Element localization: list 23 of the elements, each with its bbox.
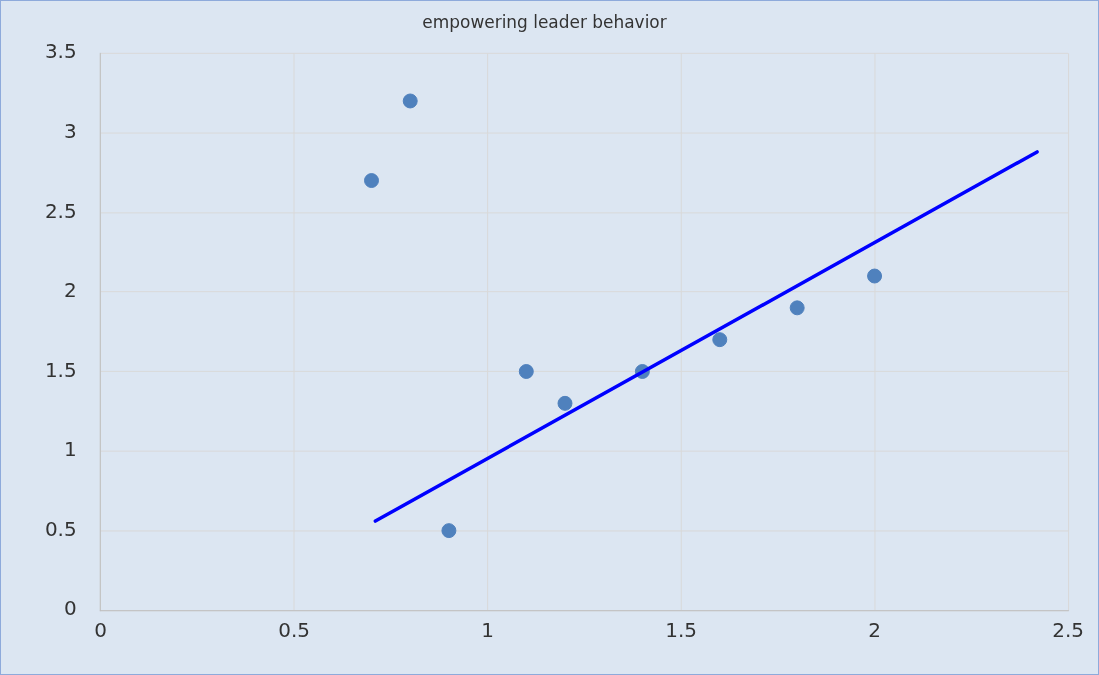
point: [441, 523, 457, 539]
point: [364, 173, 379, 189]
y-tick-label: 1.5: [44, 357, 77, 382]
x-tick-label: 0: [94, 618, 107, 643]
y-tick-label: 1: [63, 437, 77, 462]
point: [518, 364, 534, 379]
y-tick-label: 2: [63, 278, 77, 303]
chart-title: empowering leader behavior: [422, 11, 667, 32]
x-tick-label: 2: [868, 618, 881, 643]
y-tick-label: 0: [63, 596, 77, 621]
point: [789, 300, 805, 316]
point: [867, 268, 883, 284]
x-tick-label: 1: [481, 618, 494, 643]
y-tick-label: 3.5: [44, 39, 77, 64]
x-tick-label: 1.5: [665, 618, 697, 643]
x-tick-label: 2.5: [1052, 618, 1084, 643]
x-tick-label: 0.5: [278, 618, 310, 643]
point: [557, 395, 573, 411]
point: [712, 332, 728, 348]
point: [402, 93, 418, 109]
y-tick-label: 0.5: [44, 516, 77, 541]
y-tick-label: 3: [63, 119, 77, 143]
y-tick-label: 2.5: [44, 198, 77, 223]
